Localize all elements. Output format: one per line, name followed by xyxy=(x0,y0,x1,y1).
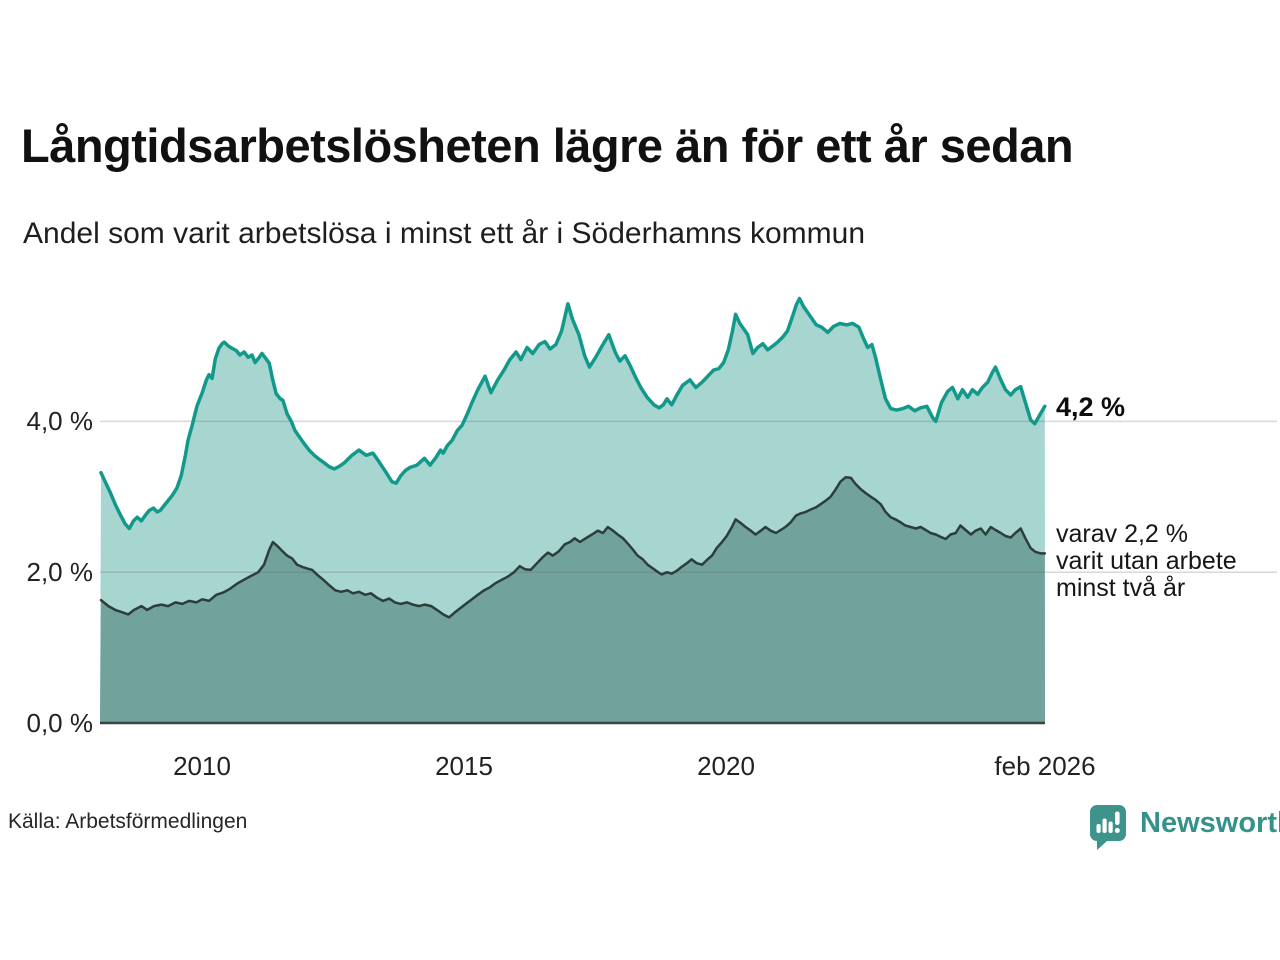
exclamation-bar xyxy=(1115,811,1120,825)
line-varav-utan-arbete-minst-tva-ar xyxy=(99,475,1047,619)
area-fill-varav-utan-arbete-minst-tva-ar xyxy=(100,477,1045,723)
y-tick-0,0 %: 0,0 % xyxy=(26,708,94,738)
chart-title: Långtidsarbetslösheten lägre än för ett … xyxy=(21,119,1074,172)
x-tick-2010: 2010 xyxy=(173,751,231,781)
bubble-shape xyxy=(1090,805,1126,850)
source-credit: Källa: Arbetsförmedlingen xyxy=(8,810,248,833)
exclamation-dot xyxy=(1114,828,1120,833)
bar-3 xyxy=(1108,821,1113,833)
two-year-annotation-line3: minst två år xyxy=(1056,574,1186,602)
two-year-annotation-line2: varit utan arbete xyxy=(1056,547,1237,575)
two-year-annotation: varav 2,2 % varit utan arbete minst två … xyxy=(1056,521,1237,602)
y-tick-2,0 %: 2,0 % xyxy=(26,557,94,588)
newsworthy-logo: Newsworthy xyxy=(1088,803,1280,851)
y-tick-4,0 %: 4,0 % xyxy=(26,406,94,437)
x-tick-2015: 2015 xyxy=(435,751,493,781)
chart-subtitle: Andel som varit arbetslösa i minst ett å… xyxy=(23,217,866,250)
x-tick-feb 2026: feb 2026 xyxy=(994,751,1096,781)
newsworthy-bubble-icon xyxy=(1090,805,1126,850)
bar-1 xyxy=(1096,824,1101,833)
newsworthy-wordmark: Newsworthy xyxy=(1140,807,1280,839)
bar-2 xyxy=(1102,818,1107,833)
latest-value-label: 4,2 % xyxy=(1056,392,1126,422)
two-year-annotation-line1: varav 2,2 % xyxy=(1056,520,1189,548)
x-tick-2020: 2020 xyxy=(697,751,755,781)
line-arbetslosa-minst-ett-ar xyxy=(99,296,1047,531)
